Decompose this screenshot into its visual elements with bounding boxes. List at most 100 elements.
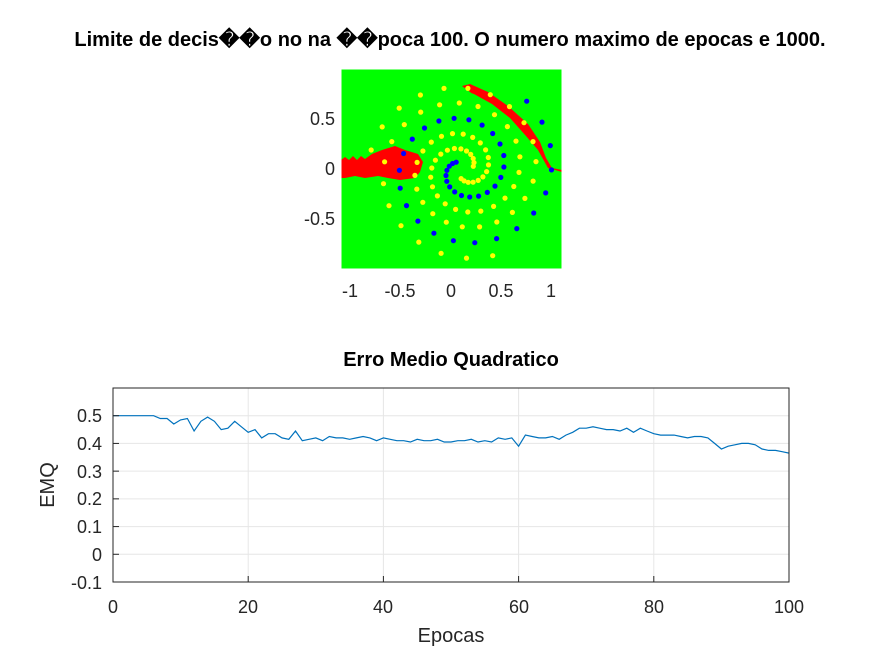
- spiral-data-point: [502, 195, 508, 201]
- region-green: [341, 69, 562, 269]
- spiral-data-point: [465, 85, 471, 91]
- spiral-data-point: [434, 193, 440, 199]
- spiral-data-point: [484, 189, 490, 195]
- spiral-data-point: [475, 103, 481, 110]
- spiral-data-point: [401, 122, 407, 128]
- spiral-data-point: [444, 167, 450, 173]
- decision-boundary-axes-box: [340, 68, 563, 270]
- spiral-data-point: [484, 169, 490, 175]
- decision-boundary-title: Limite de decis��o no na ��poca 100. O n…: [74, 27, 825, 51]
- spiral-data-point: [463, 148, 470, 154]
- spiral-data-point: [531, 210, 537, 216]
- spiral-data-point: [437, 102, 443, 108]
- spiral-data-point: [494, 219, 500, 225]
- spiral-data-point: [461, 178, 467, 184]
- mse-y-tick-label: 0.5: [77, 406, 102, 426]
- spiral-data-point: [472, 240, 478, 246]
- spiral-data-point: [396, 167, 402, 173]
- top-y-tick-label: 0.5: [310, 109, 335, 129]
- spiral-data-point: [463, 255, 470, 261]
- spiral-data-point: [501, 152, 507, 159]
- spiral-data-point: [548, 167, 555, 173]
- spiral-data-point: [516, 169, 522, 175]
- mse-tick-marks: [112, 415, 790, 583]
- spiral-data-point: [539, 119, 545, 125]
- spiral-data-point: [428, 174, 434, 180]
- spiral-data-point: [513, 138, 519, 144]
- spiral-data-point: [524, 98, 530, 104]
- spiral-data-point: [467, 194, 473, 200]
- mse-plot-area: [113, 388, 789, 582]
- spiral-data-point: [451, 115, 457, 121]
- spiral-data-point: [460, 131, 466, 137]
- spiral-data-point: [443, 219, 449, 225]
- mse-x-tick-label: 80: [644, 597, 664, 617]
- spiral-data-point: [436, 118, 442, 124]
- spiral-data-point: [396, 105, 402, 111]
- spiral-data-point: [480, 174, 486, 180]
- spiral-data-point: [533, 159, 539, 165]
- spiral-data-point: [414, 159, 420, 165]
- spiral-data-point: [401, 150, 407, 157]
- spiral-data-point: [380, 181, 387, 187]
- spiral-data-point: [470, 179, 476, 185]
- spiral-data-point: [382, 159, 388, 165]
- spiral-data-point: [438, 133, 445, 139]
- mse-subplot: Erro Medio Quadratico 0 20 40 60 80 100 …: [37, 349, 804, 647]
- spiral-data-point: [447, 184, 453, 190]
- spiral-data-point: [417, 92, 423, 98]
- top-x-tick-label: 0.5: [488, 281, 513, 301]
- spiral-data-point: [438, 250, 444, 256]
- spiral-data-point: [471, 160, 477, 166]
- spiral-data-point: [466, 117, 472, 123]
- spiral-data-point: [477, 224, 483, 230]
- mse-y-tick-label: -0.1: [71, 573, 102, 593]
- spiral-data-point: [504, 124, 510, 130]
- spiral-data-point: [490, 253, 496, 259]
- spiral-data-point: [490, 130, 496, 137]
- top-x-tick-label: 0: [446, 281, 456, 301]
- spiral-data-point: [441, 85, 447, 91]
- mse-x-tick-label: 100: [774, 597, 804, 617]
- spiral-data-point: [428, 139, 434, 145]
- mse-grid: [112, 388, 790, 583]
- spiral-data-point: [453, 206, 459, 212]
- spiral-data-point: [409, 136, 415, 142]
- mse-x-axis-label: Epocas: [418, 625, 485, 647]
- spiral-data-point: [475, 177, 481, 183]
- spiral-data-point: [414, 186, 420, 192]
- top-y-tick-label: -0.5: [304, 209, 335, 229]
- mse-y-tick-label: 0: [92, 545, 102, 565]
- spiral-data-point: [389, 139, 395, 145]
- spiral-data-point: [368, 147, 374, 153]
- spiral-data-point: [431, 230, 437, 236]
- mse-y-axis-label: EMQ: [37, 462, 59, 508]
- spiral-data-point: [492, 183, 498, 189]
- spiral-data-point: [478, 208, 484, 214]
- spiral-data-point: [509, 209, 515, 215]
- spiral-data-point: [444, 147, 450, 153]
- spiral-data-point: [468, 151, 474, 157]
- spiral-data-point: [517, 154, 523, 160]
- spiral-data-point: [483, 147, 489, 153]
- spiral-data-point: [458, 192, 465, 199]
- spiral-data-point: [487, 92, 493, 98]
- spiral-data-point: [416, 239, 422, 245]
- top-x-tick-label: -0.5: [384, 281, 415, 301]
- mse-y-tick-label: 0.2: [77, 489, 102, 509]
- spiral-data-point: [412, 172, 418, 178]
- mse-series-line: [113, 415, 790, 454]
- spiral-data-point: [491, 112, 498, 118]
- spiral-data-point: [444, 178, 450, 184]
- spiral-data-point: [452, 189, 458, 195]
- spiral-data-point: [386, 203, 392, 209]
- spiral-data-point: [418, 109, 424, 115]
- spiral-points-layer: [368, 85, 555, 261]
- spiral-data-point: [458, 146, 464, 152]
- mse-y-tick-label: 0.3: [77, 462, 102, 482]
- spiral-data-point: [451, 145, 457, 152]
- spiral-data-point: [498, 174, 504, 180]
- spiral-data-point: [494, 236, 500, 242]
- spiral-data-point: [530, 178, 536, 184]
